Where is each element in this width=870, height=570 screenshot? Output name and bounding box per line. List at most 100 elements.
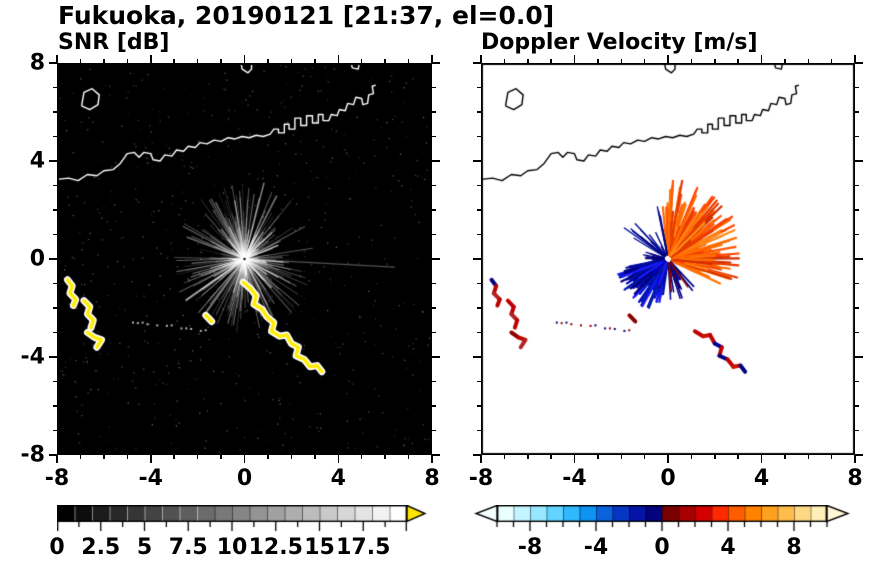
- y-tick-label: -8: [20, 442, 45, 468]
- axis-tick: [53, 111, 57, 113]
- colorbar-tick-label: 5: [136, 535, 153, 560]
- colorbar-tick-label: 8: [786, 535, 802, 560]
- axis-tick: [690, 59, 693, 63]
- snr-plot-panel: [57, 63, 432, 455]
- axis-tick: [714, 455, 716, 459]
- axis-tick: [267, 59, 269, 63]
- axis-tick: [384, 59, 386, 63]
- axis-tick: [432, 86, 436, 89]
- axis-tick: [53, 429, 57, 432]
- colorbar-tick-label: 10: [216, 535, 248, 560]
- colorbar-tick-label: 7.5: [168, 535, 208, 560]
- axis-tick: [360, 59, 363, 63]
- axis-tick: [473, 258, 481, 260]
- x-tick-label: -4: [138, 466, 163, 491]
- axis-tick: [103, 59, 105, 63]
- axis-tick: [643, 455, 646, 459]
- axis-tick: [477, 282, 481, 285]
- axis-tick: [196, 455, 199, 459]
- axis-tick: [503, 59, 506, 63]
- axis-tick: [432, 111, 436, 113]
- axis-tick: [473, 356, 481, 358]
- axis-tick: [855, 135, 859, 138]
- axis-tick: [760, 455, 763, 463]
- axis-tick: [597, 455, 599, 459]
- axis-tick: [477, 307, 481, 309]
- axis-tick: [53, 209, 57, 211]
- x-tick-label: 4: [330, 466, 346, 491]
- doppler-colorbar: [474, 505, 851, 532]
- axis-tick: [784, 59, 786, 63]
- axis-tick: [737, 455, 739, 459]
- doppler-heatmap-canvas: [481, 63, 855, 455]
- axis-tick: [49, 258, 57, 260]
- axis-tick: [477, 184, 481, 187]
- axis-tick: [150, 455, 152, 463]
- axis-tick: [855, 111, 859, 113]
- axis-tick: [855, 258, 863, 260]
- axis-tick: [550, 59, 552, 63]
- colorbar-tick-label: -4: [583, 535, 609, 560]
- axis-tick: [855, 282, 859, 285]
- y-tick-label: 4: [29, 148, 45, 174]
- axis-tick: [855, 233, 859, 236]
- axis-tick: [173, 59, 175, 63]
- axis-tick: [267, 455, 269, 459]
- axis-tick: [855, 356, 863, 358]
- axis-tick: [431, 455, 433, 463]
- axis-tick: [620, 455, 622, 459]
- axis-tick: [79, 455, 82, 459]
- colorbar-tick-label: 15: [304, 535, 335, 560]
- axis-tick: [432, 209, 436, 211]
- axis-tick: [53, 86, 57, 89]
- axis-tick: [53, 405, 57, 407]
- axis-tick: [220, 455, 222, 459]
- axis-tick: [855, 86, 859, 89]
- axis-tick: [643, 59, 646, 63]
- axis-tick: [49, 356, 57, 358]
- axis-tick: [407, 455, 410, 459]
- axis-tick: [290, 455, 293, 459]
- axis-tick: [360, 455, 363, 459]
- axis-tick: [56, 55, 58, 63]
- axis-tick: [314, 455, 316, 459]
- axis-tick: [126, 455, 129, 459]
- axis-tick: [243, 55, 246, 63]
- axis-tick: [855, 405, 859, 407]
- axis-tick: [477, 331, 481, 334]
- x-tick-label: 4: [753, 466, 770, 491]
- axis-tick: [53, 135, 57, 138]
- axis-tick: [477, 429, 481, 432]
- x-tick-label: -4: [562, 466, 587, 491]
- axis-tick: [855, 160, 863, 162]
- x-tick-label: 8: [424, 466, 440, 491]
- doppler-panel-title: Doppler Velocity [m/s]: [481, 30, 758, 55]
- axis-tick: [196, 59, 199, 63]
- axis-tick: [573, 55, 576, 63]
- axis-tick: [620, 59, 622, 63]
- axis-tick: [854, 55, 856, 63]
- axis-tick: [53, 282, 57, 285]
- axis-tick: [79, 59, 82, 63]
- snr-heatmap-canvas: [57, 63, 432, 455]
- axis-tick: [855, 429, 859, 432]
- axis-tick: [477, 111, 481, 113]
- axis-tick: [432, 184, 436, 187]
- axis-tick: [314, 59, 316, 63]
- axis-tick: [477, 405, 481, 407]
- axis-tick: [49, 160, 57, 162]
- axis-tick: [53, 380, 57, 383]
- axis-tick: [830, 455, 833, 459]
- axis-tick: [432, 356, 440, 358]
- axis-tick: [473, 160, 481, 162]
- y-tick-label: 0: [29, 246, 45, 272]
- figure-title: Fukuoka, 20190121 [21:37, el=0.0]: [58, 1, 555, 30]
- axis-tick: [432, 429, 436, 432]
- axis-tick: [477, 209, 481, 211]
- axis-tick: [53, 233, 57, 236]
- axis-tick: [667, 455, 669, 463]
- axis-tick: [407, 59, 410, 63]
- axis-tick: [480, 55, 482, 63]
- axis-tick: [432, 405, 436, 407]
